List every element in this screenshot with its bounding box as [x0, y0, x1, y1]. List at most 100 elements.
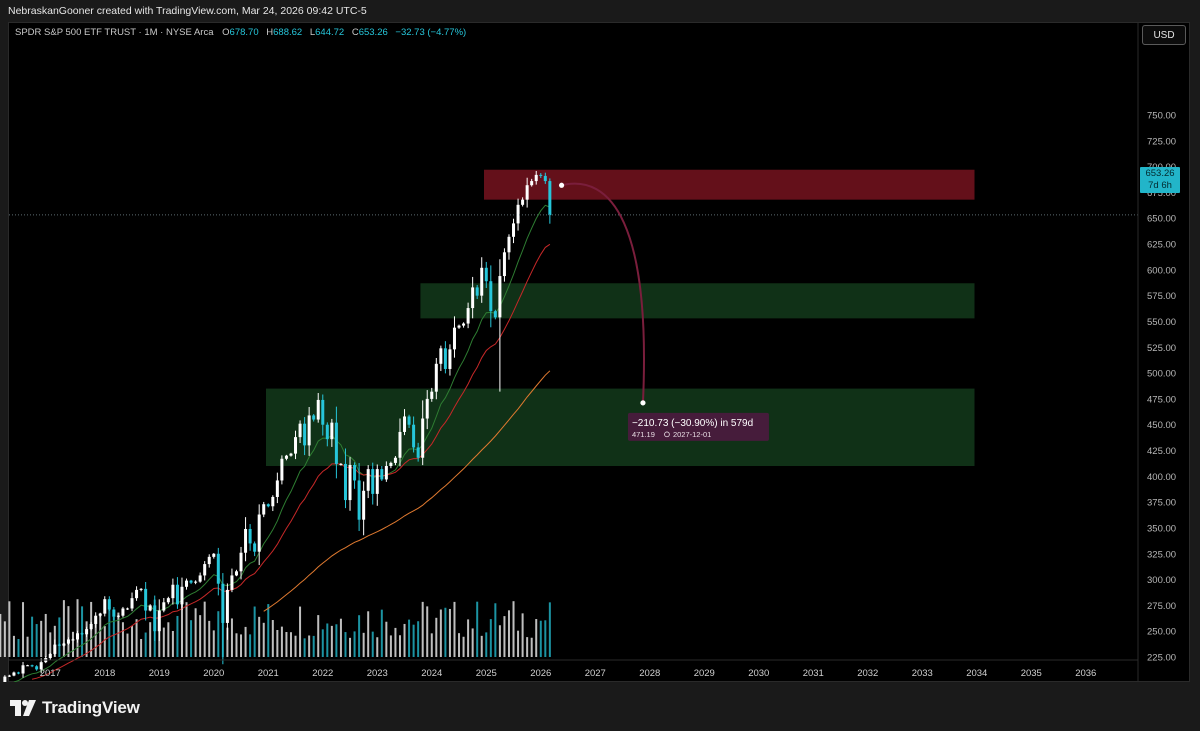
volume-bar — [235, 633, 238, 657]
price-axis-label: 600.00 — [1147, 265, 1176, 276]
projection-target-text: 471.19 — [632, 430, 655, 439]
volume-bar — [26, 636, 29, 657]
price-axis-label: 400.00 — [1147, 472, 1176, 483]
price-axis-label: 675.00 — [1147, 188, 1176, 199]
volume-bar — [321, 629, 324, 657]
volume-bar — [71, 631, 74, 657]
time-axis-label: 2031 — [803, 668, 824, 679]
volume-bar — [0, 613, 2, 657]
candle-body — [135, 589, 139, 599]
candle-body — [530, 181, 534, 186]
candle-body — [298, 423, 302, 438]
volume-bar — [398, 635, 401, 657]
candle-body — [253, 543, 257, 552]
volume-bar — [303, 638, 306, 657]
time-axis-label: 2030 — [748, 668, 769, 679]
volume-bar — [535, 619, 538, 657]
candle-body — [225, 589, 229, 623]
candle-body — [162, 602, 166, 611]
symbol-label[interactable]: SPDR S&P 500 ETF TRUST · 1M · NYSE Arca — [15, 27, 214, 38]
volume-bar — [108, 608, 111, 657]
candle-body — [107, 599, 111, 610]
candle-body — [289, 453, 293, 456]
time-axis-label: 2034 — [966, 668, 987, 679]
candle-body — [275, 480, 279, 497]
last-price-value: 653.26 — [1145, 168, 1175, 179]
volume-bar — [358, 615, 361, 657]
time-axis-label: 2025 — [476, 668, 497, 679]
candle-body — [76, 633, 80, 640]
volume-bar — [476, 601, 479, 657]
volume-bar — [203, 601, 206, 657]
volume-bar — [167, 622, 170, 657]
volume-bar — [271, 620, 274, 657]
volume-bar — [439, 609, 442, 657]
volume-bar — [262, 622, 265, 657]
candle-body — [507, 236, 511, 253]
volume-bar — [494, 603, 497, 657]
candle-body — [12, 672, 16, 676]
volume-bar — [385, 621, 388, 657]
candle-body — [321, 399, 325, 425]
currency-button[interactable]: USD — [1142, 25, 1186, 45]
price-axis-label: 500.00 — [1147, 369, 1176, 380]
volume-bar — [58, 617, 61, 657]
candle-body — [130, 598, 134, 609]
candle-body — [316, 399, 320, 420]
candle-body — [3, 676, 7, 685]
volume-bar — [112, 616, 115, 657]
volume-bar — [458, 633, 461, 657]
volume-bar — [462, 636, 465, 657]
volume-bar — [249, 634, 252, 657]
time-axis-label: 2033 — [912, 668, 933, 679]
volume-bar — [35, 624, 38, 657]
candle-body — [389, 462, 393, 467]
time-axis-label: 2019 — [149, 668, 170, 679]
series-legend[interactable]: SPDR S&P 500 ETF TRUST · 1M · NYSE Arca … — [15, 27, 466, 38]
projection-start-point — [558, 182, 565, 188]
volume-bar — [253, 606, 256, 657]
candle-body — [475, 287, 479, 296]
price-axis-label: 425.00 — [1147, 446, 1176, 457]
sma-long-line — [263, 370, 551, 612]
volume-bar — [217, 611, 220, 657]
change-value: −32.73 (−4.77%) — [395, 27, 467, 38]
price-axis-label: 300.00 — [1147, 575, 1176, 586]
time-axis-label: 2036 — [1075, 668, 1096, 679]
candle-body — [7, 675, 11, 677]
volume-bar — [353, 631, 356, 657]
high-label: H — [266, 27, 274, 38]
volume-bar — [412, 624, 415, 657]
volume-bar — [12, 635, 15, 657]
volume-bar — [367, 611, 370, 657]
volume-bar — [176, 615, 179, 657]
volume-bar — [480, 635, 483, 657]
candle-body — [139, 588, 143, 590]
volume-bar — [507, 610, 510, 657]
high-value: 688.62 — [273, 27, 303, 38]
volume-bar — [94, 621, 97, 657]
volume-bar — [85, 621, 88, 657]
volume-bar — [339, 618, 342, 657]
price-axis-label: 325.00 — [1147, 549, 1176, 560]
candle-body — [39, 662, 43, 670]
volume-bar — [99, 613, 102, 657]
candle-body — [98, 613, 102, 616]
volume-bar — [230, 618, 233, 657]
ema-mid-line — [31, 243, 551, 680]
volume-bar — [521, 613, 524, 657]
candle-body — [462, 323, 466, 326]
volume-bar — [512, 601, 515, 657]
candle-body — [484, 267, 488, 282]
time-axis-label: 2020 — [203, 668, 224, 679]
projection-end-point — [640, 400, 646, 406]
candle-body — [16, 672, 20, 674]
tradingview-logo[interactable]: TradingView — [10, 697, 140, 719]
candle-body — [303, 423, 307, 446]
volume-bar — [240, 634, 243, 657]
volume-bar — [489, 619, 492, 657]
time-axis-label: 2023 — [367, 668, 388, 679]
candle-body — [280, 458, 284, 481]
volume-bar — [226, 627, 229, 657]
